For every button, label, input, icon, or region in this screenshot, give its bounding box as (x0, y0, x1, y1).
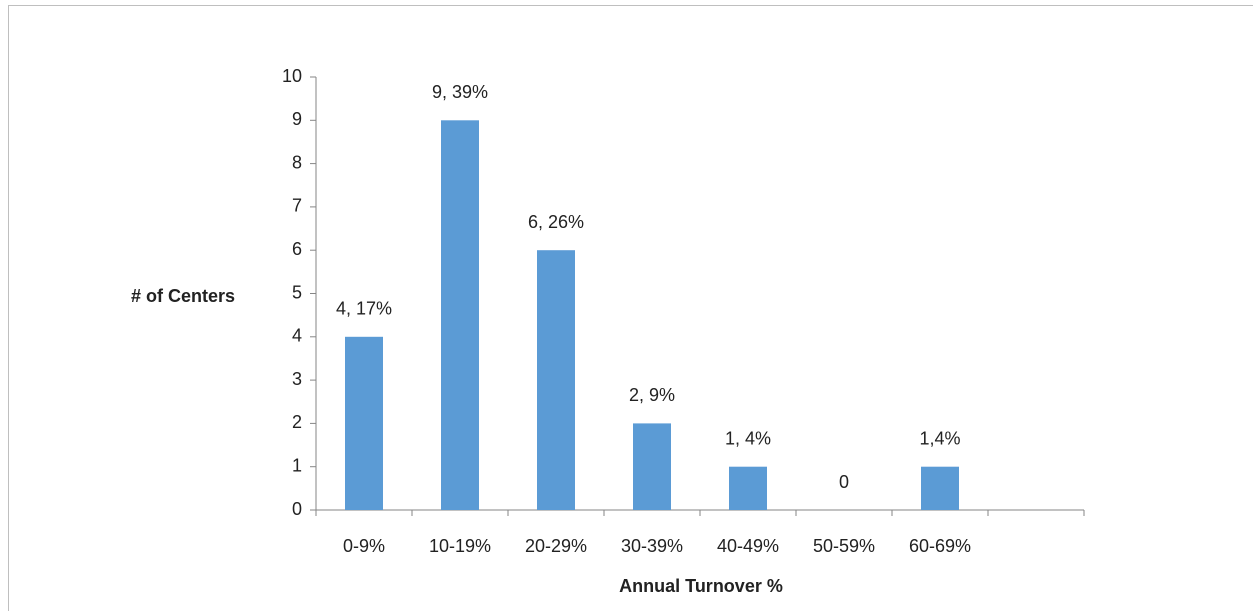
y-axis-title: # of Centers (131, 286, 235, 306)
y-tick-label: 10 (282, 66, 302, 86)
y-tick-label: 0 (292, 499, 302, 519)
y-tick-label: 7 (292, 196, 302, 216)
y-tick-label: 4 (292, 326, 302, 346)
x-tick-label: 30-39% (621, 536, 683, 556)
data-label: 6, 26% (528, 212, 584, 232)
data-label: 1,4% (919, 428, 960, 448)
bar (345, 336, 383, 510)
y-tick-label: 2 (292, 412, 302, 432)
data-label: 2, 9% (629, 385, 675, 405)
x-tick-label: 0-9% (343, 536, 385, 556)
x-tick-label: 20-29% (525, 536, 587, 556)
y-tick-label: 3 (292, 369, 302, 389)
y-tick-label: 8 (292, 152, 302, 172)
data-label: 1, 4% (725, 428, 771, 448)
bar (921, 466, 959, 510)
y-tick-label: 1 (292, 455, 302, 475)
data-label: 9, 39% (432, 82, 488, 102)
chart-frame (8, 5, 1253, 611)
data-label: 0 (839, 472, 849, 492)
bar (441, 120, 479, 511)
x-tick-label: 40-49% (717, 536, 779, 556)
x-tick-label: 50-59% (813, 536, 875, 556)
y-tick-label: 5 (292, 282, 302, 302)
x-axis-title: Annual Turnover % (619, 576, 783, 596)
x-tick-label: 60-69% (909, 536, 971, 556)
bar (729, 466, 767, 510)
data-label: 4, 17% (336, 299, 392, 319)
bar (537, 250, 575, 510)
y-tick-label: 9 (292, 109, 302, 129)
x-tick-label: 10-19% (429, 536, 491, 556)
bar (633, 423, 671, 510)
y-tick-label: 6 (292, 239, 302, 259)
